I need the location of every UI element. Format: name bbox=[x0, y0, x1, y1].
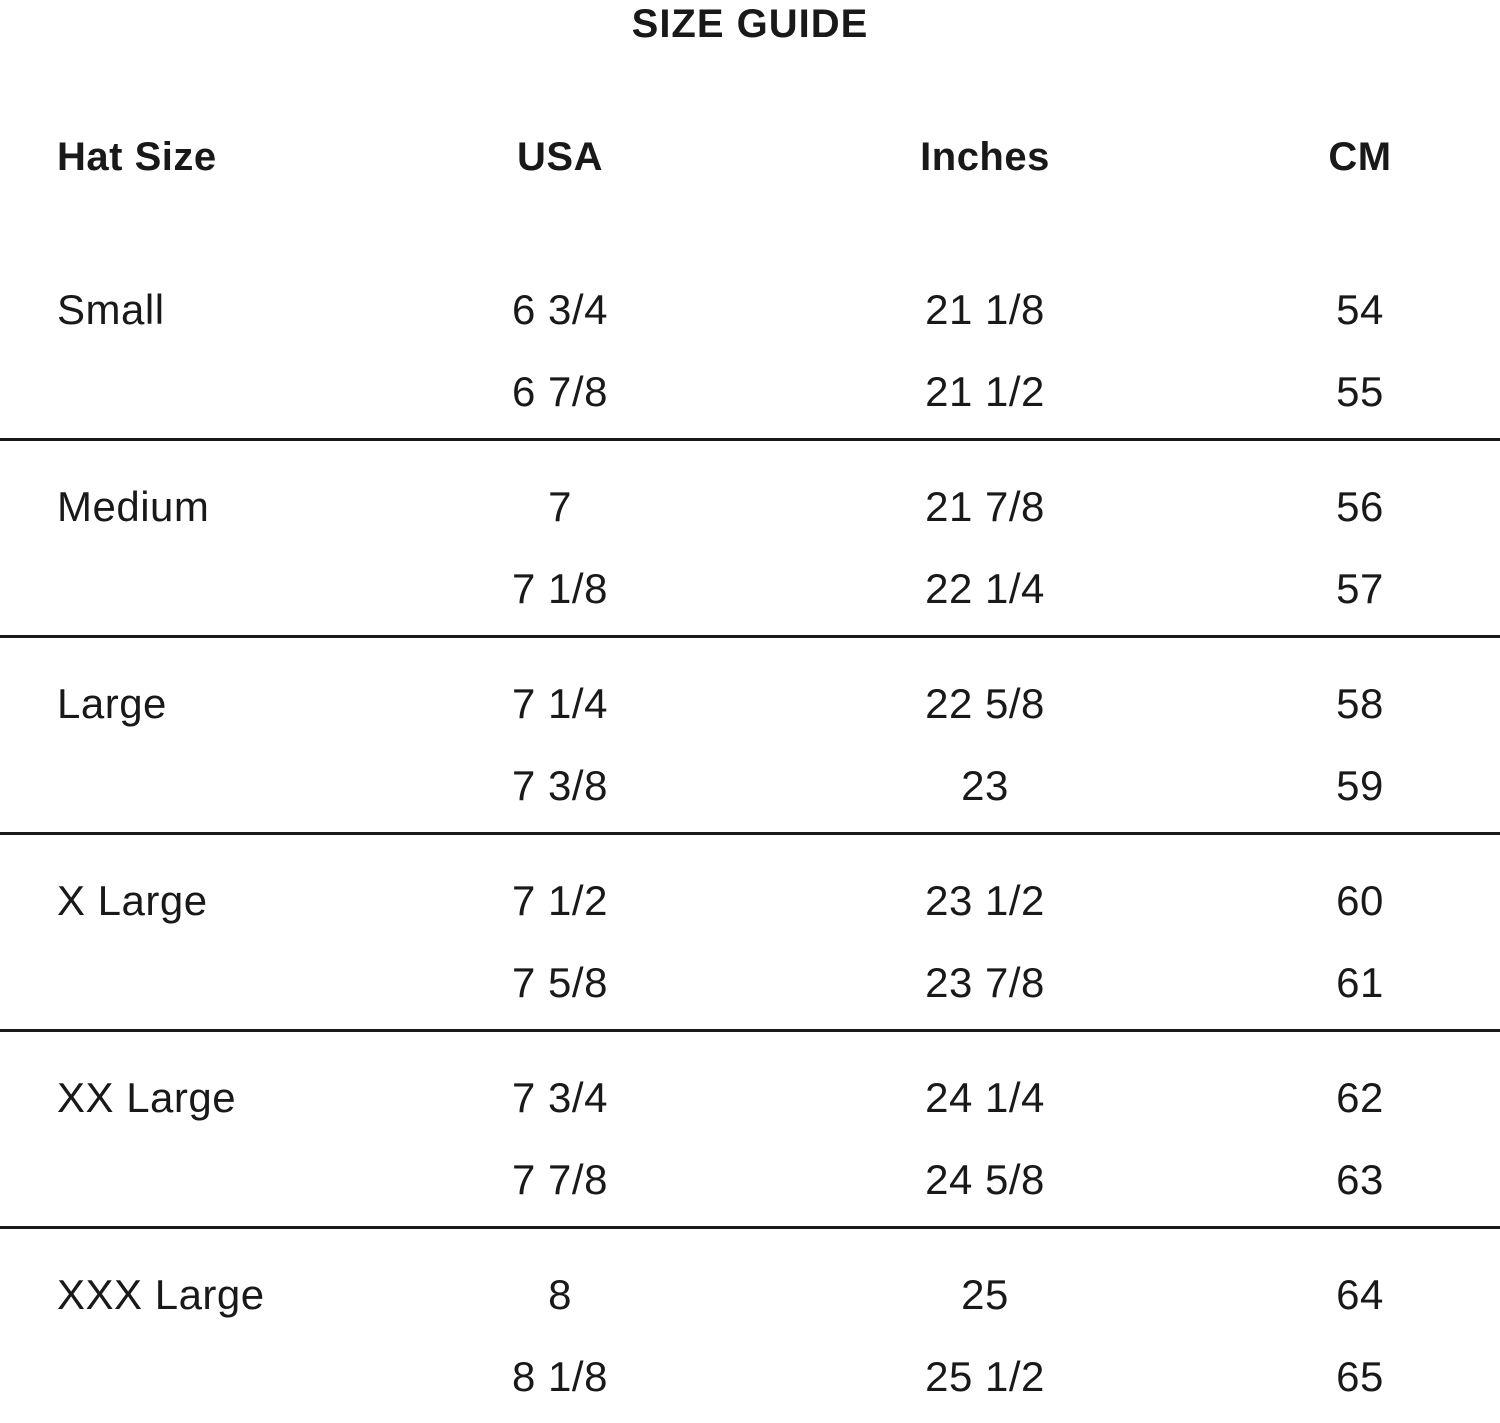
size-group-xx-large: XX Large 7 3/4 24 1/4 62 7 7/8 24 5/8 63 bbox=[0, 1032, 1500, 1229]
size-group-medium: Medium 7 21 7/8 56 7 1/8 22 1/4 57 bbox=[0, 441, 1500, 638]
page-title: SIZE GUIDE bbox=[631, 2, 869, 46]
inches-value: 23 7/8 bbox=[925, 959, 1045, 1006]
hat-size-label: XX Large bbox=[57, 1074, 237, 1121]
table-row: Large 7 1/4 22 5/8 58 bbox=[0, 663, 1500, 745]
inches-value: 25 bbox=[961, 1271, 1009, 1318]
table-row: Medium 7 21 7/8 56 bbox=[0, 466, 1500, 548]
size-group-large: Large 7 1/4 22 5/8 58 7 3/8 23 59 bbox=[0, 638, 1500, 835]
inches-value: 21 1/8 bbox=[925, 286, 1045, 333]
size-group-small: Small 6 3/4 21 1/8 54 6 7/8 21 1/2 55 bbox=[0, 182, 1500, 441]
cm-value: 63 bbox=[1336, 1156, 1384, 1203]
usa-value: 7 7/8 bbox=[512, 1156, 608, 1203]
cm-value: 60 bbox=[1336, 877, 1384, 924]
usa-value: 7 3/4 bbox=[512, 1074, 608, 1121]
cm-value: 62 bbox=[1336, 1074, 1384, 1121]
inches-value: 23 bbox=[961, 762, 1009, 809]
hat-size-label: XXX Large bbox=[57, 1271, 265, 1318]
inches-value: 23 1/2 bbox=[925, 877, 1045, 924]
table-header-row: Hat Size USA Inches CM bbox=[0, 132, 1500, 182]
cm-value: 57 bbox=[1336, 565, 1384, 612]
usa-value: 6 7/8 bbox=[512, 368, 608, 415]
size-group-xxx-large: XXX Large 8 25 64 8 1/8 25 1/2 65 bbox=[0, 1229, 1500, 1423]
inches-value: 24 1/4 bbox=[925, 1074, 1045, 1121]
usa-value: 8 bbox=[548, 1271, 572, 1318]
inches-value: 22 5/8 bbox=[925, 680, 1045, 727]
inches-value: 21 1/2 bbox=[925, 368, 1045, 415]
cm-value: 55 bbox=[1336, 368, 1384, 415]
size-group-x-large: X Large 7 1/2 23 1/2 60 7 5/8 23 7/8 61 bbox=[0, 835, 1500, 1032]
column-header-usa: USA bbox=[517, 134, 603, 179]
cm-value: 54 bbox=[1336, 286, 1384, 333]
inches-value: 21 7/8 bbox=[925, 483, 1045, 530]
table-row: 7 5/8 23 7/8 61 bbox=[0, 942, 1500, 1024]
table-row: XX Large 7 3/4 24 1/4 62 bbox=[0, 1057, 1500, 1139]
cm-value: 56 bbox=[1336, 483, 1384, 530]
usa-value: 7 bbox=[548, 483, 572, 530]
column-header-hat-size: Hat Size bbox=[57, 134, 217, 179]
inches-value: 22 1/4 bbox=[925, 565, 1045, 612]
table-row: Small 6 3/4 21 1/8 54 bbox=[0, 269, 1500, 351]
table-row: XXX Large 8 25 64 bbox=[0, 1254, 1500, 1336]
table-row: 7 7/8 24 5/8 63 bbox=[0, 1139, 1500, 1221]
hat-size-label: Medium bbox=[57, 483, 210, 530]
usa-value: 6 3/4 bbox=[512, 286, 608, 333]
table-row: 8 1/8 25 1/2 65 bbox=[0, 1336, 1500, 1418]
usa-value: 7 1/2 bbox=[512, 877, 608, 924]
hat-size-label: Small bbox=[57, 286, 165, 333]
usa-value: 7 5/8 bbox=[512, 959, 608, 1006]
hat-size-label: X Large bbox=[57, 877, 208, 924]
usa-value: 7 1/4 bbox=[512, 680, 608, 727]
cm-value: 65 bbox=[1336, 1353, 1384, 1400]
column-header-inches: Inches bbox=[920, 134, 1050, 179]
table-row: 7 3/8 23 59 bbox=[0, 745, 1500, 827]
hat-size-label: Large bbox=[57, 680, 167, 727]
inches-value: 25 1/2 bbox=[925, 1353, 1045, 1400]
table-row: 7 1/8 22 1/4 57 bbox=[0, 548, 1500, 630]
cm-value: 64 bbox=[1336, 1271, 1384, 1318]
usa-value: 8 1/8 bbox=[512, 1353, 608, 1400]
cm-value: 61 bbox=[1336, 959, 1384, 1006]
column-header-cm: CM bbox=[1328, 134, 1392, 179]
usa-value: 7 1/8 bbox=[512, 565, 608, 612]
inches-value: 24 5/8 bbox=[925, 1156, 1045, 1203]
table-row: X Large 7 1/2 23 1/2 60 bbox=[0, 860, 1500, 942]
usa-value: 7 3/8 bbox=[512, 762, 608, 809]
cm-value: 58 bbox=[1336, 680, 1384, 727]
cm-value: 59 bbox=[1336, 762, 1384, 809]
table-row: 6 7/8 21 1/2 55 bbox=[0, 351, 1500, 433]
